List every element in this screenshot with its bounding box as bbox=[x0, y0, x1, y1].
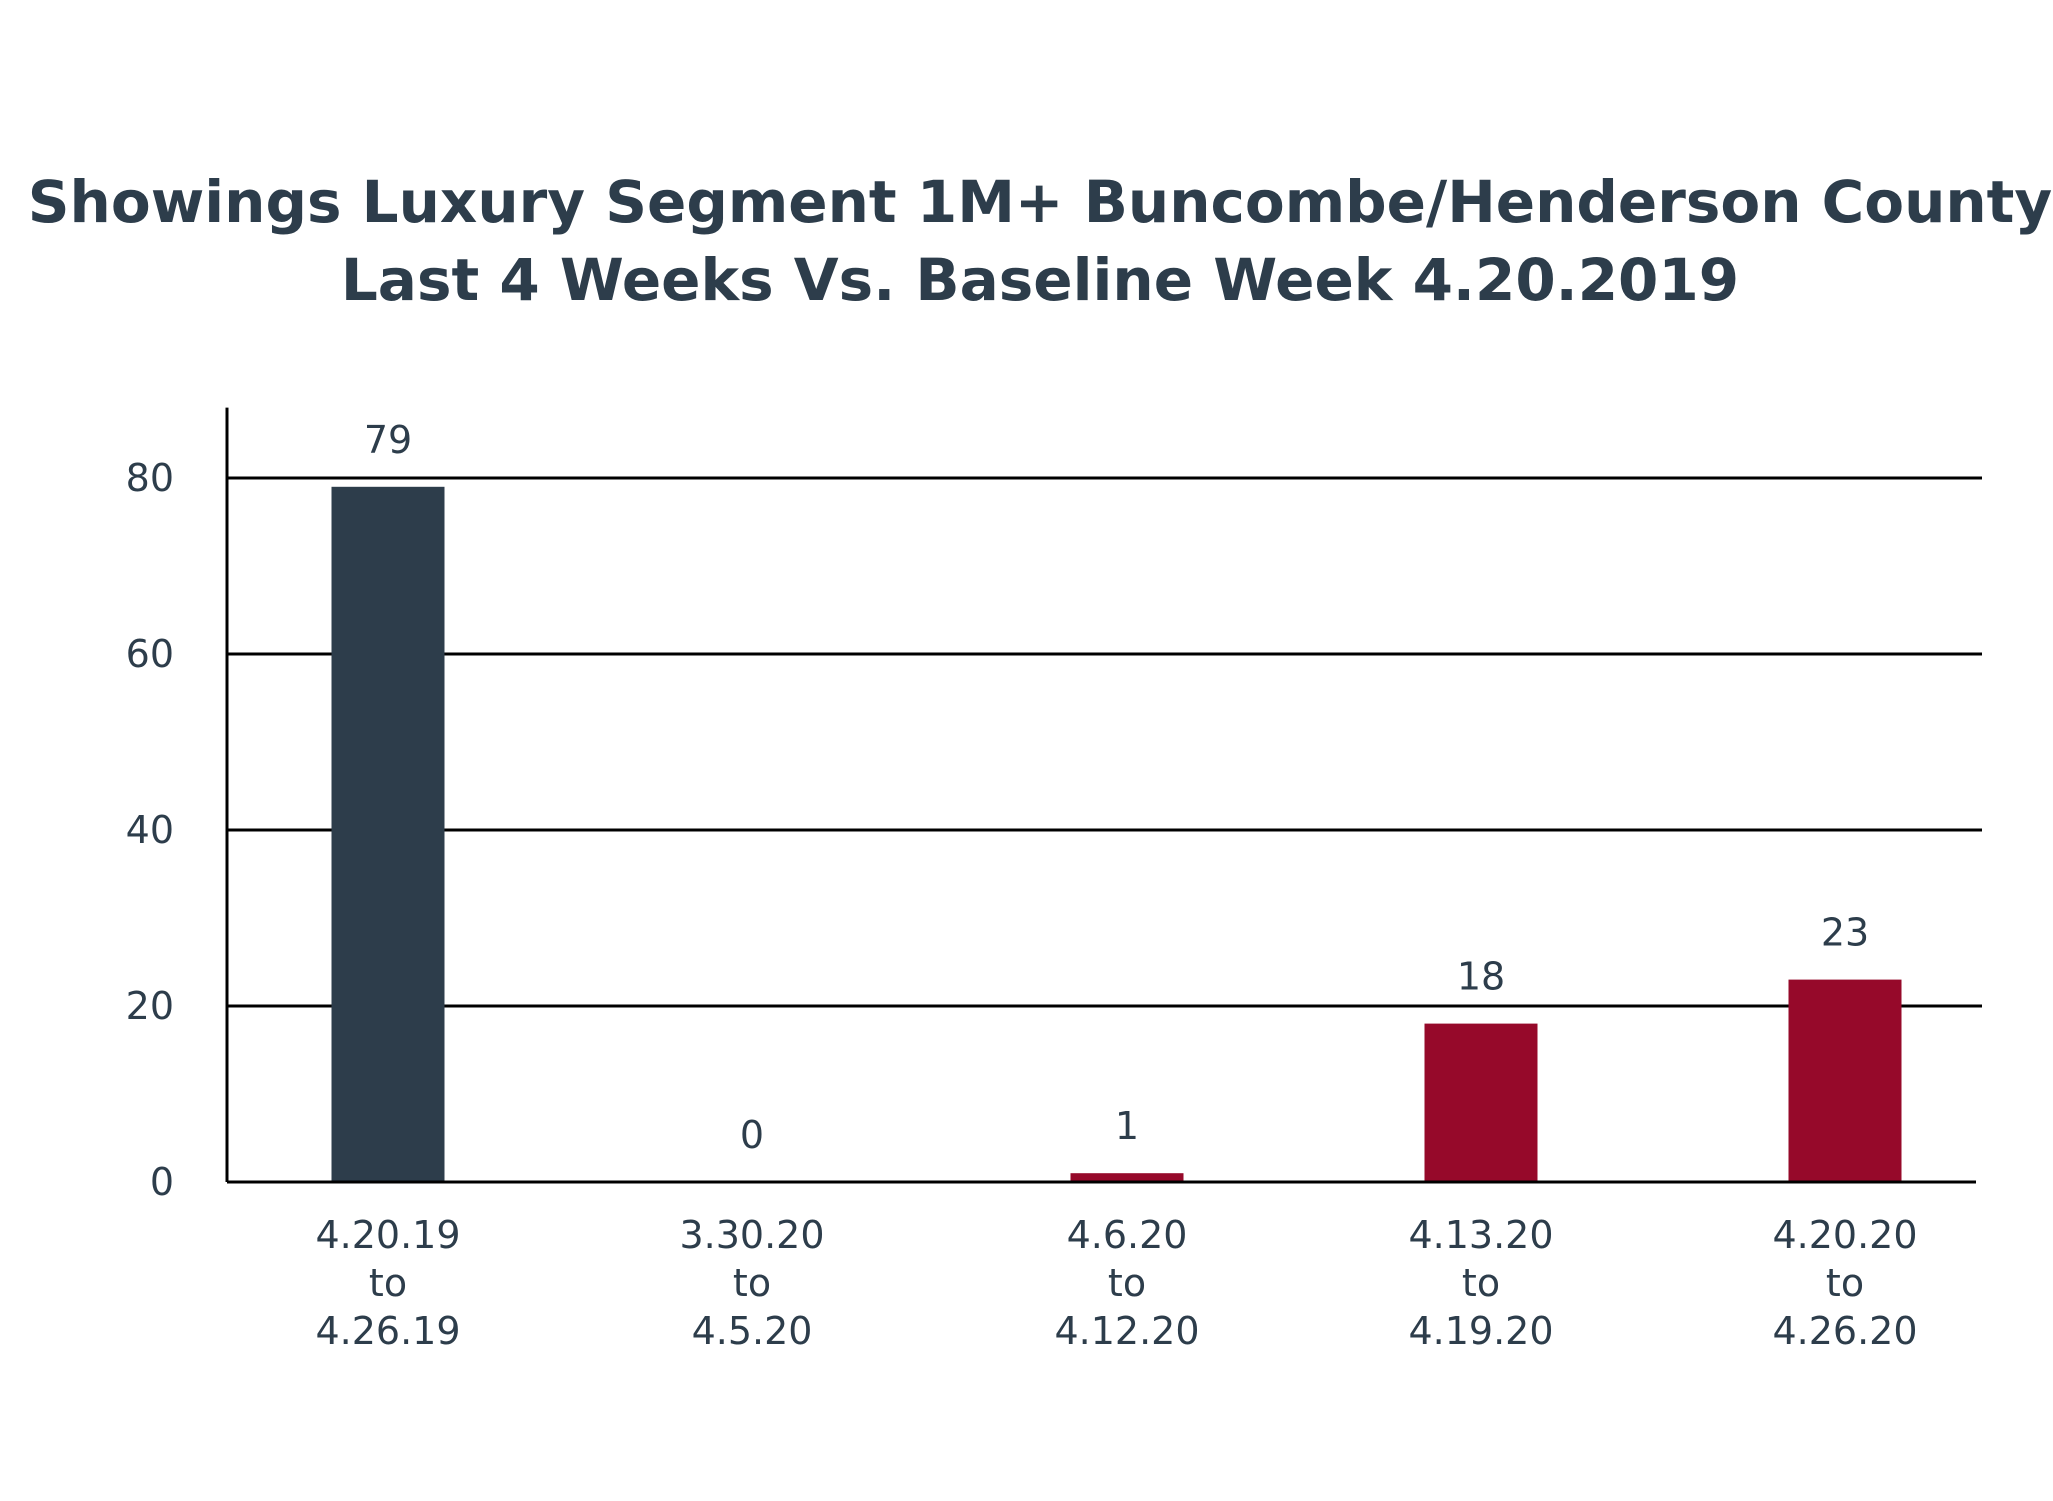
x-tick-label: 4.26.20 bbox=[1772, 1309, 1917, 1353]
y-tick-label: 0 bbox=[150, 1160, 174, 1204]
x-tick-label: to bbox=[1462, 1261, 1500, 1305]
x-tick-label: 4.6.20 bbox=[1067, 1213, 1188, 1257]
x-tick-label: 4.5.20 bbox=[692, 1309, 813, 1353]
x-tick-label: to bbox=[1108, 1261, 1146, 1305]
y-axis-ticks: 0 20 40 60 80 bbox=[126, 456, 174, 1204]
data-label: 18 bbox=[1457, 955, 1505, 999]
x-tick-label: 4.20.19 bbox=[315, 1213, 460, 1257]
chart-title: Showings Luxury Segment 1M+ Buncombe/Hen… bbox=[28, 168, 2052, 314]
bars bbox=[331, 486, 1902, 1182]
x-tick-label: 4.19.20 bbox=[1408, 1309, 1553, 1353]
data-label: 23 bbox=[1821, 911, 1869, 955]
data-label: 79 bbox=[364, 418, 412, 462]
data-label: 1 bbox=[1115, 1104, 1139, 1148]
chart-title-line-2: Last 4 Weeks Vs. Baseline Week 4.20.2019 bbox=[341, 246, 1739, 314]
gridlines bbox=[227, 476, 1982, 1008]
bar bbox=[1788, 979, 1902, 1182]
x-tick-label: to bbox=[369, 1261, 407, 1305]
y-tick-label: 80 bbox=[126, 456, 174, 500]
x-tick-label: to bbox=[1826, 1261, 1864, 1305]
x-tick-label: 4.26.19 bbox=[315, 1309, 460, 1353]
y-tick-label: 40 bbox=[126, 808, 174, 852]
data-labels: 79 0 1 18 23 bbox=[364, 418, 1869, 1157]
y-tick-label: 20 bbox=[126, 984, 174, 1028]
x-tick-label: 4.12.20 bbox=[1054, 1309, 1199, 1353]
x-tick-label: 4.13.20 bbox=[1408, 1213, 1553, 1257]
bar bbox=[1070, 1173, 1184, 1182]
y-tick-label: 60 bbox=[126, 632, 174, 676]
bar bbox=[331, 486, 445, 1182]
data-label: 0 bbox=[740, 1113, 764, 1157]
x-axis-categories: 4.20.19to4.26.193.30.20to4.5.204.6.20to4… bbox=[315, 1213, 1917, 1353]
x-tick-label: to bbox=[733, 1261, 771, 1305]
bar bbox=[1424, 1023, 1538, 1182]
chart-title-line-1: Showings Luxury Segment 1M+ Buncombe/Hen… bbox=[28, 168, 2052, 236]
x-tick-label: 3.30.20 bbox=[679, 1213, 824, 1257]
x-tick-label: 4.20.20 bbox=[1772, 1213, 1917, 1257]
